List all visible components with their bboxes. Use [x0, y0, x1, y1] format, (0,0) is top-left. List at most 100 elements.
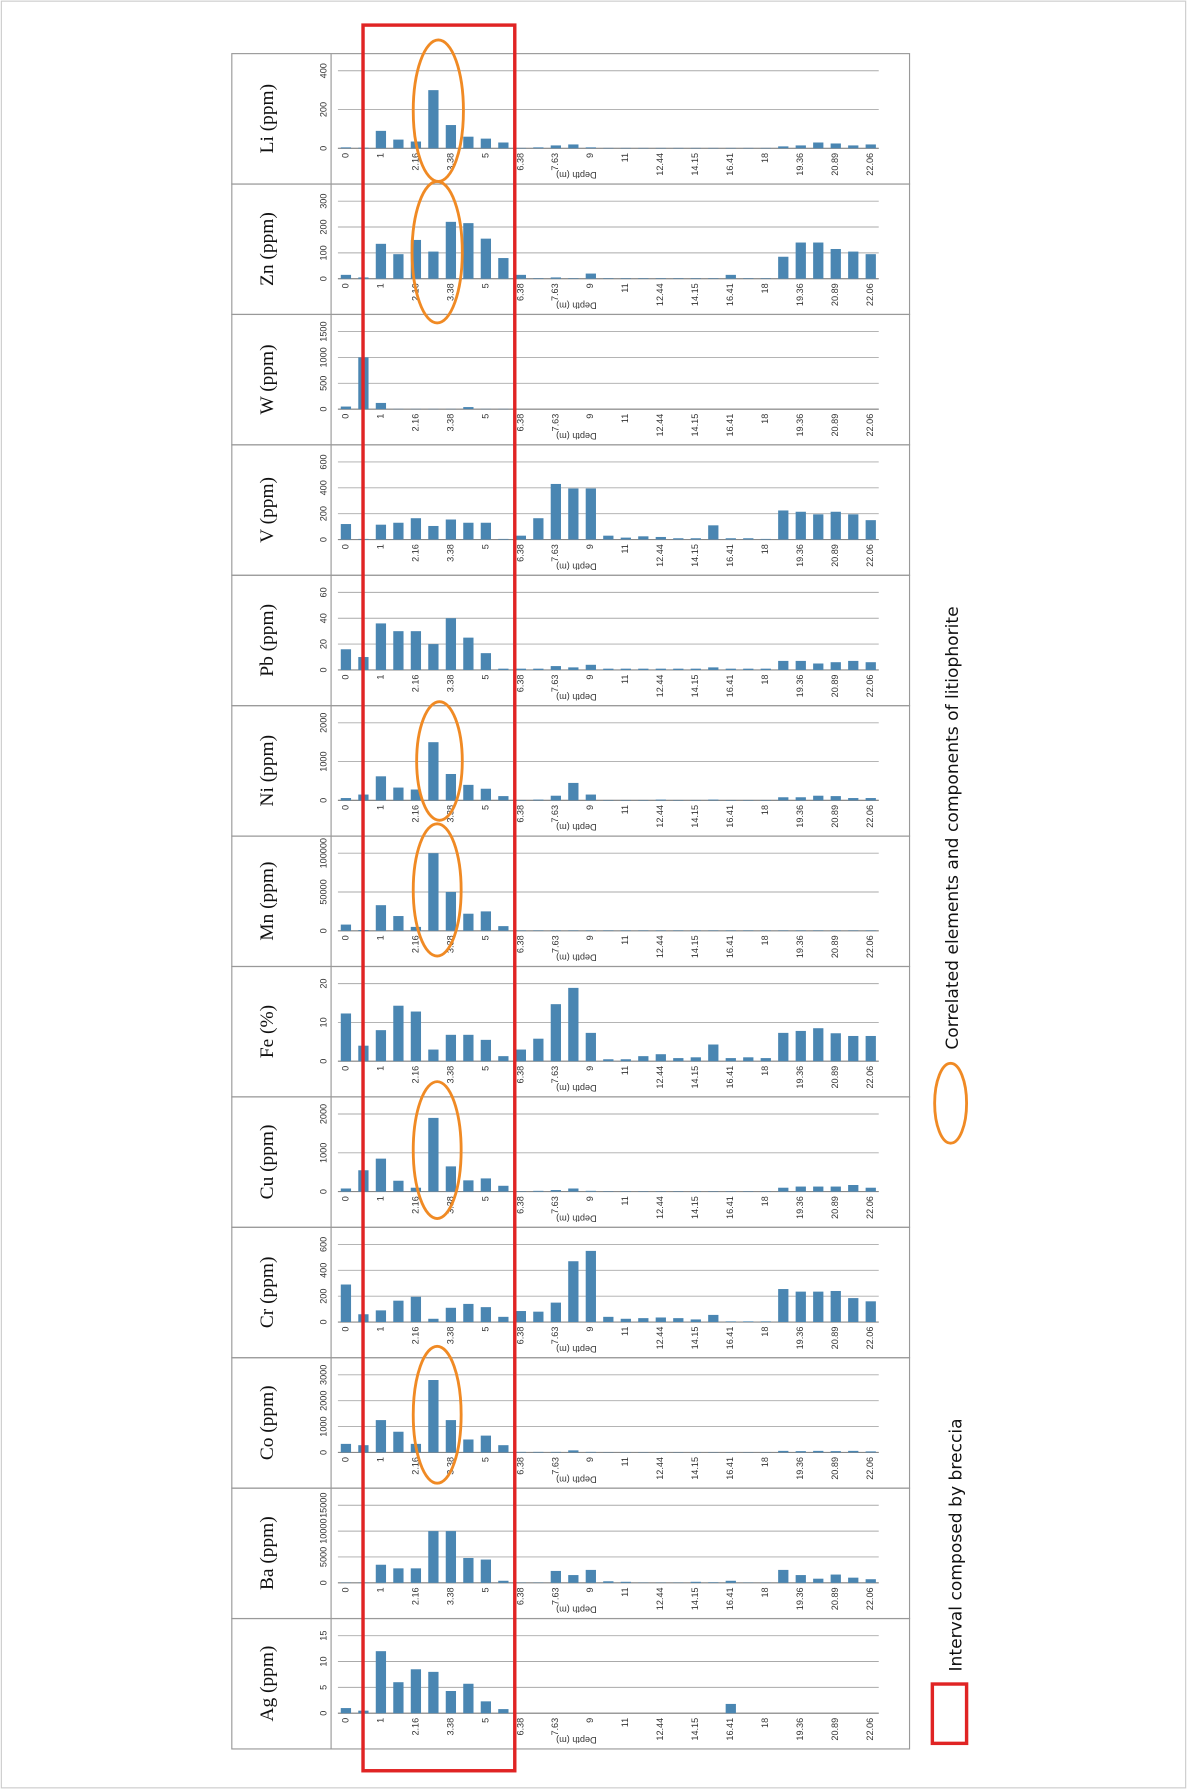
x-tick-label: 11	[620, 1327, 630, 1336]
bar	[445, 773, 457, 801]
x-tick-label: 1	[375, 1066, 385, 1071]
bar	[463, 407, 474, 410]
bar	[428, 251, 439, 279]
legend-correlated-swatch	[933, 1061, 969, 1145]
bar	[428, 1117, 439, 1192]
y-tick-label: 100	[319, 245, 329, 260]
bar	[673, 538, 684, 540]
y-tick-label: 400	[319, 1263, 329, 1278]
x-tick-label: 14.15	[690, 675, 700, 698]
bar	[340, 1284, 352, 1323]
bar	[813, 1450, 824, 1453]
x-tick-label: 16.41	[725, 1196, 735, 1219]
x-tick-label: 5	[480, 935, 490, 940]
x-tick-label: 0	[340, 283, 350, 288]
y-tick-label: 2000	[319, 713, 329, 733]
bar	[795, 145, 806, 149]
x-tick-label: 16.41	[725, 675, 735, 698]
bar	[585, 273, 596, 279]
y-tick-label: 0	[319, 1711, 329, 1716]
bar	[830, 248, 841, 279]
ellipse-ni	[415, 700, 464, 822]
bar	[603, 1581, 614, 1583]
x-tick-label: 6.38	[515, 1718, 525, 1736]
y-tick-label: 0	[319, 1059, 329, 1064]
y-tick-label: 1000	[319, 1416, 329, 1436]
x-tick-label: 9	[585, 1066, 595, 1071]
bar	[410, 631, 422, 670]
bar	[638, 278, 649, 279]
x-tick-label: 12.44	[655, 1457, 665, 1480]
x-tick-label: 22.06	[865, 1196, 875, 1219]
x-tick-label: 0	[340, 935, 350, 940]
x-tick-label: 20.89	[830, 935, 840, 958]
bar	[673, 1058, 684, 1062]
x-tick-label: 3.38	[445, 153, 455, 171]
bar	[690, 1581, 701, 1583]
x-tick-label: 19.36	[795, 1718, 805, 1741]
x-tick-label: 6.38	[515, 1327, 525, 1345]
x-tick-label: 18	[760, 414, 770, 424]
x-tick-label: 12.44	[655, 1066, 665, 1089]
bar	[480, 788, 492, 801]
bar	[743, 1057, 754, 1062]
x-tick-label: 18	[760, 544, 770, 554]
y-tick-label: 0	[319, 667, 329, 672]
bar	[603, 668, 614, 670]
x-tick-label: 18	[760, 935, 770, 945]
x-axis-title: Depth (m)	[556, 431, 597, 441]
y-axis-title: Cr (ppm)	[257, 1257, 278, 1329]
bar	[585, 794, 596, 801]
x-tick-label: 19.36	[795, 414, 805, 437]
x-tick-label: 1	[375, 1327, 385, 1332]
x-tick-label: 19.36	[795, 544, 805, 567]
x-tick-label: 22.06	[865, 1327, 875, 1350]
bar	[585, 488, 596, 540]
x-tick-label: 2.16	[410, 1066, 420, 1084]
bar	[375, 1651, 387, 1714]
x-tick-label: 7.63	[550, 935, 560, 953]
x-tick-label: 11	[620, 805, 630, 814]
bar	[498, 1709, 509, 1714]
x-tick-label: 19.36	[795, 805, 805, 828]
bar	[690, 278, 701, 279]
bar	[620, 278, 631, 279]
bar	[445, 618, 457, 670]
bar	[708, 278, 719, 279]
bar	[498, 142, 509, 149]
bar	[393, 1300, 404, 1323]
bar	[550, 1570, 561, 1583]
bar	[550, 483, 561, 540]
x-tick-label: 1	[375, 1718, 385, 1723]
x-tick-label: 9	[585, 1718, 595, 1723]
x-tick-label: 7.63	[550, 1587, 560, 1605]
panel: W (ppm) 0 500 1000 1500 0 1 2.16 3.38 5 6.38 7.63 9 1…	[231, 313, 911, 446]
bar	[568, 667, 579, 670]
bar	[813, 242, 824, 279]
x-tick-label: 18	[760, 283, 770, 293]
bar	[568, 278, 579, 279]
bar	[375, 524, 387, 540]
x-tick-label: 5	[480, 1196, 490, 1201]
bar	[655, 278, 666, 279]
x-tick-label: 11	[620, 935, 630, 944]
x-tick-label: 6.38	[515, 544, 525, 562]
y-tick-label: 200	[319, 506, 329, 521]
x-tick-label: 19.36	[795, 675, 805, 698]
bar	[638, 668, 649, 670]
x-tick-label: 22.06	[865, 1718, 875, 1741]
x-tick-label: 20.89	[830, 1457, 840, 1480]
y-tick-label: 1000	[319, 1143, 329, 1163]
x-tick-label: 0	[340, 805, 350, 810]
bar	[550, 145, 561, 149]
x-tick-label: 14.15	[690, 935, 700, 958]
x-tick-label: 3.38	[445, 414, 455, 432]
bar	[568, 782, 579, 801]
x-tick-label: 12.44	[655, 935, 665, 958]
bar	[848, 514, 859, 540]
y-tick-label: 15	[319, 1631, 329, 1641]
x-tick-label: 7.63	[550, 153, 560, 171]
x-tick-label: 19.36	[795, 1457, 805, 1480]
x-tick-label: 1	[375, 1457, 385, 1462]
